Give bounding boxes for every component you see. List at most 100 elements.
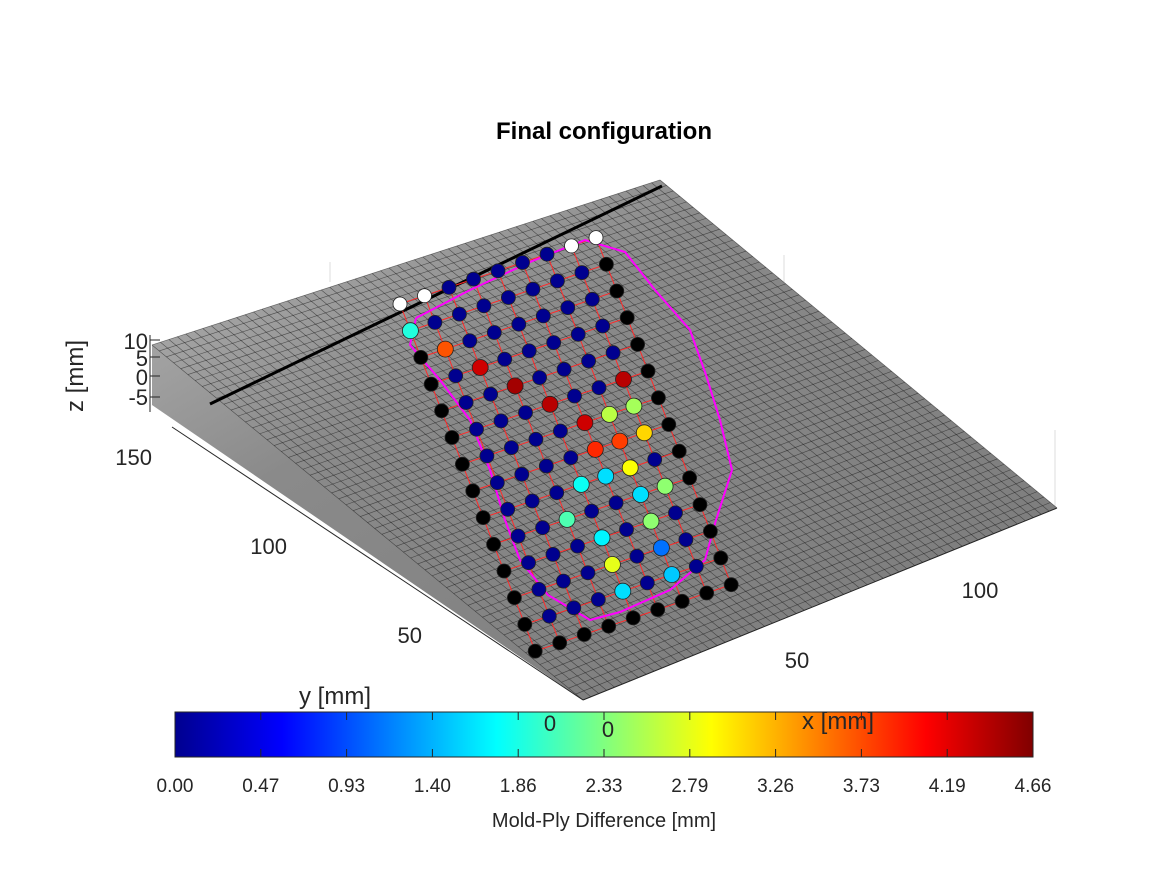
axes — [149, 335, 1058, 701]
ply-node — [723, 577, 739, 593]
ply-node — [581, 353, 596, 369]
ply-node — [427, 314, 443, 330]
y-axis-label: y [mm] — [299, 683, 371, 710]
ply-node — [493, 413, 509, 429]
ply-node — [588, 230, 604, 246]
ply-node — [458, 395, 474, 410]
ply-node — [500, 290, 516, 305]
ply-node — [621, 459, 639, 477]
ply-node — [479, 448, 495, 464]
stray-zero-label: 0 — [544, 711, 556, 736]
ply-node — [647, 452, 663, 467]
ply-node — [703, 523, 718, 539]
surface-mesh-line — [625, 190, 1026, 522]
ply-node — [476, 298, 492, 314]
y-tick-label: 150 — [115, 445, 152, 470]
z-tick-label: 0 — [136, 365, 148, 390]
ply-node — [682, 470, 697, 486]
colorbar-tick-label: 3.73 — [843, 776, 880, 797]
ply-node — [584, 291, 600, 307]
surface-mesh-line — [575, 502, 1051, 695]
ply-node — [524, 493, 540, 509]
ply-node — [601, 618, 617, 634]
ply-node — [570, 538, 585, 554]
ply-node — [653, 539, 670, 557]
ply-node — [642, 512, 660, 530]
ply-node — [572, 475, 590, 493]
ply-nodes — [392, 230, 739, 659]
ply-node — [599, 256, 614, 272]
ply-node — [605, 345, 621, 361]
ply-node — [471, 359, 489, 376]
ply-node — [661, 417, 677, 432]
ply-node — [525, 281, 541, 297]
ply-node — [483, 386, 499, 402]
ply-node — [475, 510, 491, 525]
surface-mesh-line — [568, 496, 1044, 689]
chart-title: Final configuration — [496, 118, 712, 145]
surface-mesh-line — [659, 179, 1058, 509]
ply-node — [570, 326, 586, 342]
ply-node — [535, 308, 551, 324]
ply-node — [514, 466, 530, 482]
ply-node — [518, 405, 533, 421]
surface-mesh-line — [518, 458, 998, 648]
ply-node — [541, 395, 559, 413]
ply-node — [465, 483, 481, 499]
ply-node — [448, 368, 464, 384]
ply-node — [656, 477, 674, 495]
ply-node — [608, 495, 624, 511]
ply-node — [650, 602, 666, 617]
ply-node — [497, 351, 513, 367]
surface-mesh-line — [539, 474, 1018, 665]
ply-node — [531, 582, 547, 597]
surface-mesh — [151, 179, 1058, 701]
ply-node — [417, 288, 432, 304]
ply-node — [528, 431, 544, 447]
ply-node — [486, 536, 502, 552]
ply-node — [688, 558, 704, 574]
ply-node — [486, 325, 502, 340]
ply-node — [436, 340, 454, 358]
colorbar-tick-label: 4.66 — [1015, 776, 1052, 797]
ply-node — [556, 361, 572, 377]
ply-node — [584, 503, 599, 519]
ply-node — [567, 388, 582, 404]
colorbar-tick-label: 2.33 — [586, 776, 623, 797]
surface-patch — [152, 180, 1057, 700]
ply-node — [489, 475, 505, 491]
ply-node — [609, 283, 625, 299]
ply-node — [552, 635, 568, 651]
ply-node — [535, 520, 550, 536]
surface-mesh-line — [634, 188, 1034, 518]
ply-node — [611, 432, 629, 450]
z-tick-label: 5 — [136, 346, 148, 371]
colorbar-tick-label: 3.26 — [757, 776, 794, 797]
x-axis-label: x [mm] — [802, 708, 874, 735]
ply-node — [549, 485, 565, 501]
ply-node — [527, 643, 543, 659]
y-axis-line — [171, 426, 584, 701]
ply-node — [574, 265, 590, 281]
ply-node — [451, 306, 467, 322]
ply-node — [545, 547, 561, 562]
z-axis-label: z [mm] — [62, 340, 89, 412]
ply-node — [629, 548, 645, 564]
ply-node — [566, 600, 582, 616]
ply-node — [576, 414, 594, 432]
stray-zero-label: 0 — [602, 717, 614, 742]
ply-node — [413, 349, 429, 365]
ply-node — [556, 573, 571, 589]
ply-node — [423, 376, 439, 392]
ply-node — [671, 443, 687, 459]
ply-node — [663, 566, 681, 583]
ply-node — [515, 255, 530, 270]
surface-mesh-line — [546, 480, 1025, 671]
surface-mesh-line — [609, 196, 1010, 528]
y-tick-label: 100 — [250, 534, 287, 559]
ply-node — [466, 271, 481, 287]
surface-ridge-line — [209, 184, 663, 406]
ply-node — [591, 380, 607, 396]
